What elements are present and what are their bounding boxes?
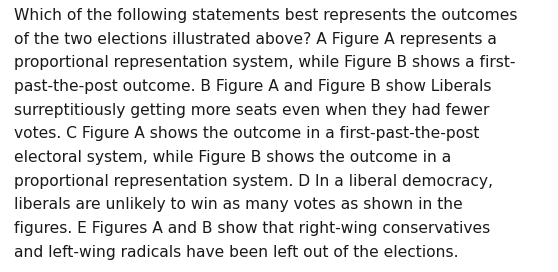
Text: past-the-post outcome. B Figure A and Figure B show Liberals: past-the-post outcome. B Figure A and Fi… xyxy=(14,79,492,94)
Text: proportional representation system, while Figure B shows a first-: proportional representation system, whil… xyxy=(14,55,516,70)
Text: of the two elections illustrated above? A Figure A represents a: of the two elections illustrated above? … xyxy=(14,32,497,47)
Text: proportional representation system. D In a liberal democracy,: proportional representation system. D In… xyxy=(14,174,493,189)
Text: electoral system, while Figure B shows the outcome in a: electoral system, while Figure B shows t… xyxy=(14,150,451,165)
Text: and left-wing radicals have been left out of the elections.: and left-wing radicals have been left ou… xyxy=(14,245,459,260)
Text: votes. C Figure A shows the outcome in a first-past-the-post: votes. C Figure A shows the outcome in a… xyxy=(14,126,479,141)
Text: surreptitiously getting more seats even when they had fewer: surreptitiously getting more seats even … xyxy=(14,103,489,118)
Text: liberals are unlikely to win as many votes as shown in the: liberals are unlikely to win as many vot… xyxy=(14,197,463,212)
Text: Which of the following statements best represents the outcomes: Which of the following statements best r… xyxy=(14,8,517,23)
Text: figures. E Figures A and B show that right-wing conservatives: figures. E Figures A and B show that rig… xyxy=(14,221,490,236)
